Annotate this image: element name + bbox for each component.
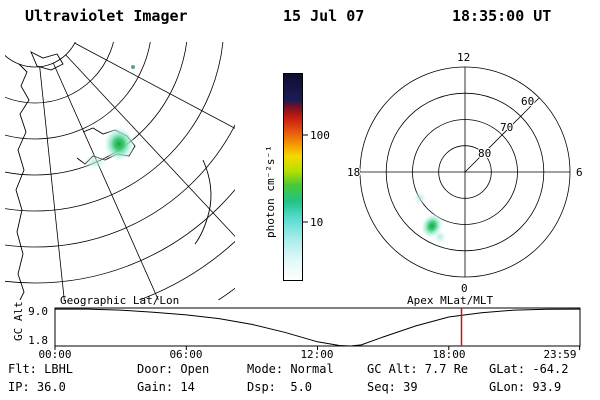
aurora-emission-geo	[81, 65, 135, 171]
xtick-1800: 18:00	[432, 348, 466, 361]
aurora-speck	[131, 65, 135, 69]
apex-polar-panel: 12 18 6 0 60 70 80	[346, 50, 584, 296]
xtick-2359: 23:59	[543, 348, 577, 361]
time-label: 18:35:00 UT	[452, 7, 552, 25]
status-glat: GLat: -64.2	[489, 362, 569, 376]
xtick-1200: 12:00	[300, 348, 334, 361]
aurora-emission-apex	[412, 190, 448, 246]
aurora-faint-patch	[81, 153, 109, 171]
mlt-label-6: 6	[576, 166, 583, 179]
mlat-label-80: 80	[478, 147, 491, 160]
apex-panel-label: Apex MLat/MLT	[407, 294, 494, 307]
colorbar-gradient	[283, 73, 303, 281]
geo-panel-label: Geographic Lat/Lon	[60, 294, 180, 307]
aurora-secondary-spot	[432, 228, 448, 246]
mlt-label-18: 18	[347, 166, 360, 179]
geographic-map-panel	[5, 42, 235, 300]
status-ip: IP: 36.0	[8, 380, 66, 394]
status-seq: Seq: 39	[367, 380, 418, 394]
alt-ymax-label: 9.0	[28, 305, 48, 318]
aurora-faint-patch	[412, 190, 428, 206]
status-mode: Mode: Normal	[247, 362, 334, 376]
longitude-grid-lines	[39, 42, 235, 300]
status-dsp: Dsp: 5.0	[247, 380, 313, 394]
antarctic-coastline	[15, 51, 212, 300]
mlt-labels: 12 18 6 0	[346, 50, 584, 296]
colorbar	[283, 73, 308, 281]
alt-ymin-label: 1.8	[28, 334, 48, 347]
date-label: 15 Jul 07	[283, 7, 365, 25]
plot-frame	[54, 307, 581, 347]
mlat-labels: 60 70 80	[477, 94, 535, 161]
mlat-label-60: 60	[521, 95, 534, 108]
alt-ylabel: GC Alt	[12, 301, 25, 341]
colorbar-tick-label-100: 100	[310, 129, 330, 142]
gc-alt-curve	[55, 308, 580, 347]
mlt-axes	[360, 67, 570, 277]
mlat-label-70: 70	[500, 121, 513, 134]
mlt-label-12: 12	[457, 51, 470, 64]
xtick-0000: 00:00	[38, 348, 72, 361]
altitude-plot	[54, 307, 581, 350]
colorbar-tick-label-10: 10	[310, 216, 324, 229]
colorbar-label: photon cm⁻²s⁻¹	[264, 145, 277, 238]
status-flt: Flt: LBHL	[8, 362, 74, 376]
status-gc-alt: GC Alt: 7.7 Re	[367, 362, 469, 376]
app-title: Ultraviolet Imager	[25, 7, 188, 25]
xtick-0600: 06:00	[169, 348, 203, 361]
status-glon: GLon: 93.9	[489, 380, 562, 394]
status-door: Door: Open	[137, 362, 210, 376]
latitude-grid-arcs	[5, 42, 235, 300]
mlt-label-0: 0	[461, 282, 468, 295]
time-axis-ticks	[54, 346, 581, 350]
aurora-bright-spot	[103, 126, 135, 162]
status-gain: Gain: 14	[137, 380, 195, 394]
